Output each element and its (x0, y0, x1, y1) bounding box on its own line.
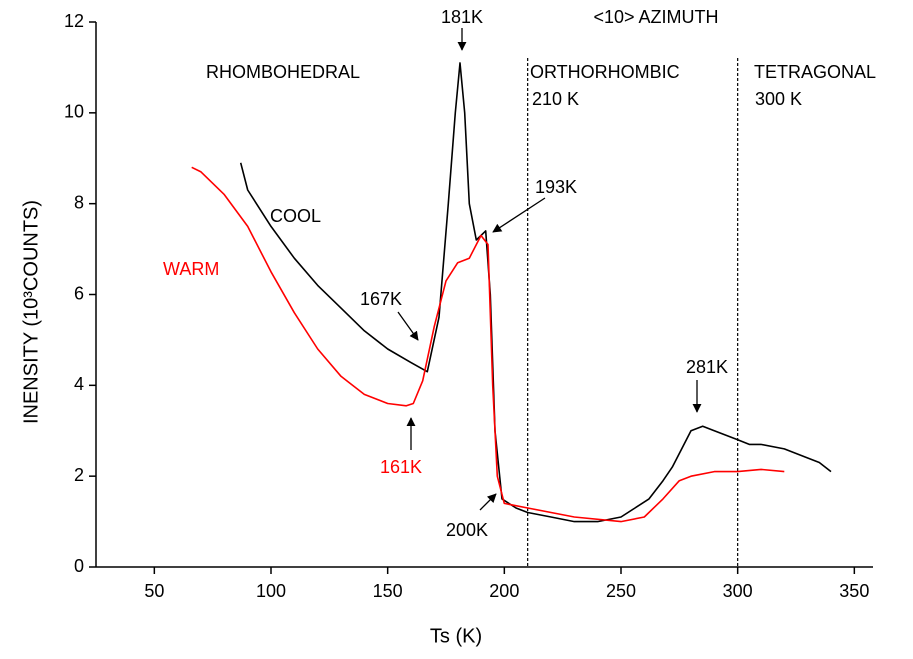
y-tick-label: 12 (64, 11, 84, 31)
annotation: 193K (535, 177, 577, 197)
annotation: TETRAGONAL (754, 62, 876, 82)
y-tick-label: 6 (74, 283, 84, 303)
x-tick-label: 300 (723, 581, 753, 601)
x-tick-label: 50 (144, 581, 164, 601)
annotation: 181K (441, 7, 483, 27)
data-line (191, 166, 785, 523)
y-tick-label: 4 (74, 374, 84, 394)
annotation: RHOMBOHEDRAL (206, 62, 360, 82)
annotation: COOL (270, 206, 321, 226)
annotation: WARM (163, 259, 219, 279)
data-line (239, 62, 832, 523)
annotation: 281K (686, 357, 728, 377)
y-axis-label: INENSITY (10³COUNTS) (20, 200, 42, 424)
x-tick-label: 200 (489, 581, 519, 601)
x-tick-label: 350 (839, 581, 869, 601)
annotation: <10> AZIMUTH (593, 7, 718, 27)
annotation: 210 K (532, 89, 579, 109)
annotation: 167K (360, 289, 402, 309)
y-tick-label: 0 (74, 556, 84, 576)
annotation: 300 K (755, 89, 802, 109)
x-axis-label: Ts (K) (430, 625, 482, 647)
annotation-arrow (397, 311, 419, 341)
annotation: 200K (446, 520, 488, 540)
annotation-arrow (492, 197, 546, 233)
x-tick-label: 100 (256, 581, 286, 601)
y-tick-label: 2 (74, 465, 84, 485)
annotation: 161K (380, 457, 422, 477)
annotation: ORTHORHOMBIC (530, 62, 680, 82)
y-tick-label: 8 (74, 192, 84, 212)
annotation-arrow (479, 493, 497, 511)
x-tick-label: 150 (373, 581, 403, 601)
y-tick-label: 10 (64, 102, 84, 122)
x-tick-label: 250 (606, 581, 636, 601)
